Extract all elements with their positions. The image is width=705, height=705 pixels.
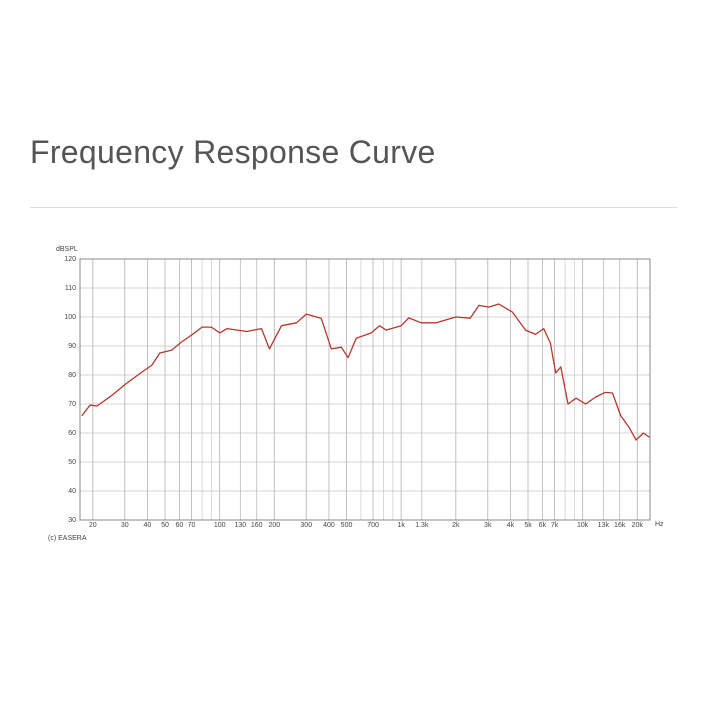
- y-tick-label: 30: [68, 517, 76, 524]
- y-tick-label: 120: [64, 256, 76, 263]
- page-title: Frequency Response Curve: [30, 134, 436, 170]
- x-tick-label: 40: [144, 522, 152, 529]
- x-tick-label: 6k: [539, 522, 547, 529]
- y-tick-label: 90: [68, 343, 76, 350]
- x-tick-label: 20: [89, 522, 97, 529]
- y-axis-label: dBSPL: [56, 246, 78, 253]
- x-tick-label: 4k: [507, 522, 515, 529]
- x-tick-label: 16k: [614, 522, 626, 529]
- y-tick-label: 50: [68, 459, 76, 466]
- response-curve: [81, 303, 650, 441]
- y-tick-label: 70: [68, 401, 76, 408]
- divider: [30, 207, 677, 208]
- plot-frame: [79, 258, 651, 521]
- x-tick-label: 30: [121, 522, 129, 529]
- x-tick-label: 200: [268, 522, 280, 529]
- x-tick-label: 13k: [598, 522, 610, 529]
- x-tick-label: 100: [214, 522, 226, 529]
- x-tick-label: 10k: [577, 522, 589, 529]
- x-tick-label: 3k: [484, 522, 492, 529]
- x-tick-label: 160: [251, 522, 263, 529]
- y-tick-label: 100: [64, 314, 76, 321]
- x-tick-label: 1k: [397, 522, 405, 529]
- x-tick-label: 60: [176, 522, 184, 529]
- x-tick-label: 1.3k: [415, 522, 429, 529]
- x-tick-label: 130: [235, 522, 247, 529]
- x-tick-label: 300: [300, 522, 312, 529]
- y-tick-label: 80: [68, 372, 76, 379]
- y-tick-label: 60: [68, 430, 76, 437]
- x-tick-label: 5k: [524, 522, 532, 529]
- x-tick-label: 50: [161, 522, 169, 529]
- y-tick-label: 110: [65, 285, 76, 292]
- x-tick-label: 7k: [551, 522, 559, 529]
- x-tick-label: 2k: [452, 522, 460, 529]
- x-tick-label: 500: [341, 522, 353, 529]
- copyright: (c) EASERA: [48, 535, 87, 542]
- y-tick-label: 40: [68, 488, 76, 495]
- x-tick-label: 400: [323, 522, 335, 529]
- x-tick-label: 70: [188, 522, 196, 529]
- x-axis-label: Hz: [655, 521, 664, 528]
- x-tick-label: 700: [367, 522, 379, 529]
- x-tick-label: 20k: [632, 522, 644, 529]
